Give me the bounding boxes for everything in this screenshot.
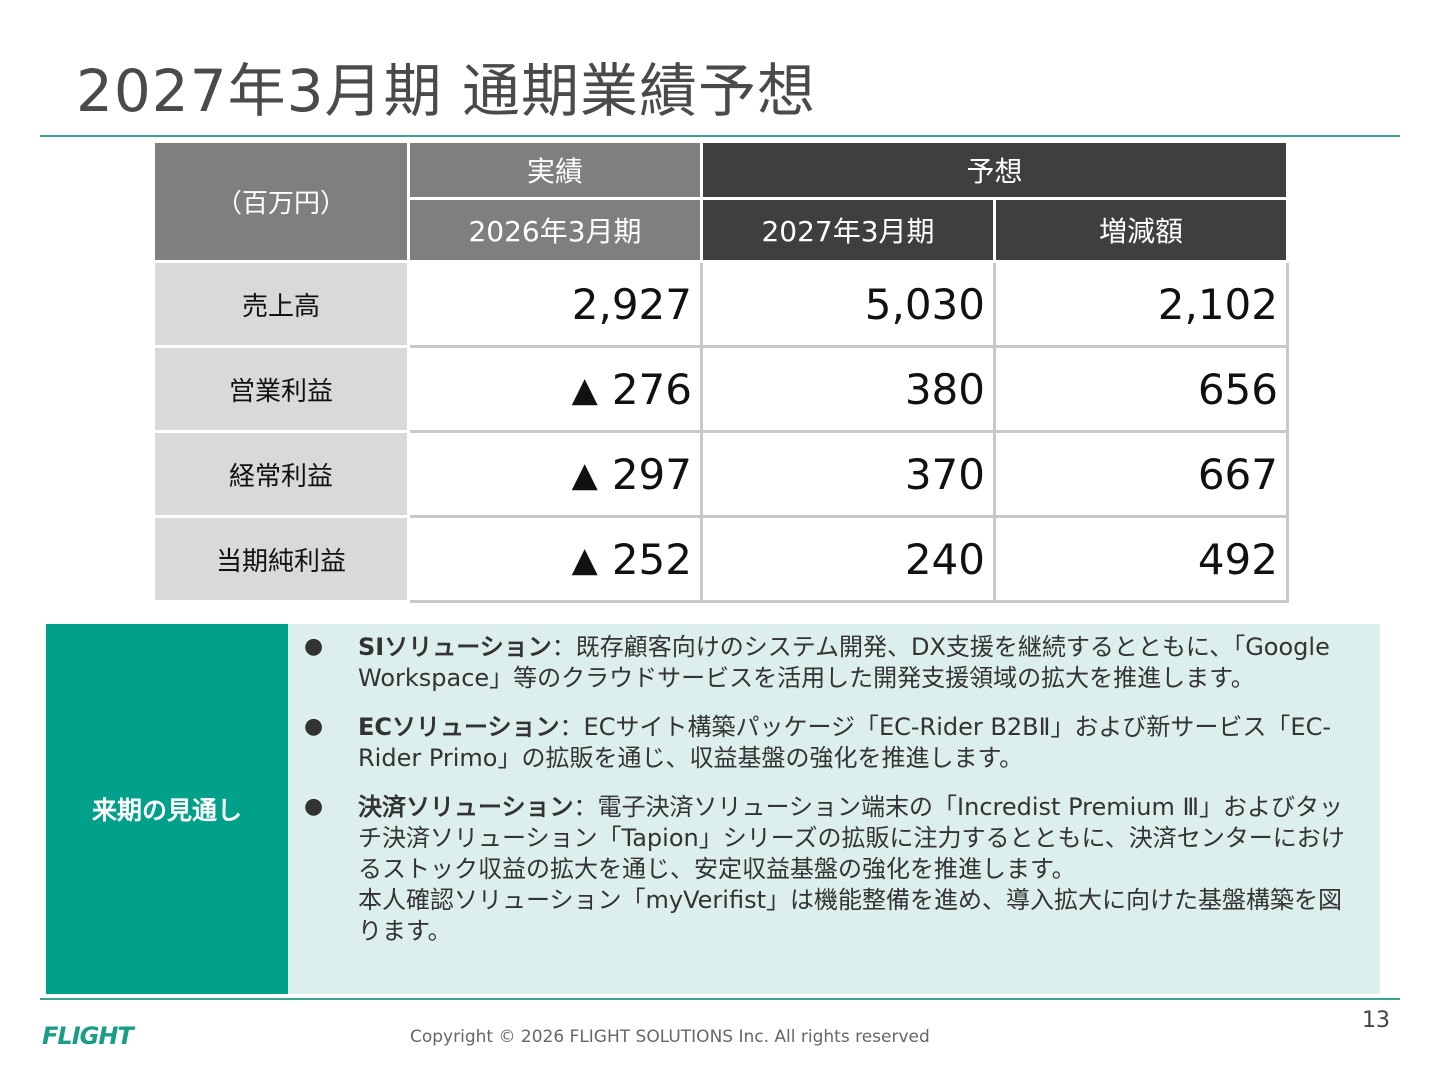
outlook-item-sep: ： xyxy=(559,713,584,741)
outlook-item-body-2: 本人確認ソリューション「myVerifist」は機能整備を進め、導入拡大に向けた… xyxy=(358,886,1342,945)
actual-number: 252 xyxy=(611,534,692,584)
row-label: 経常利益 xyxy=(152,430,410,518)
change-value: 667 xyxy=(993,430,1289,518)
outlook-body: ● SIソリューション：既存顧客向けのシステム開発、DX支援を継続するとともに、… xyxy=(288,624,1380,994)
bullet-icon: ● xyxy=(304,714,324,739)
actual-value: ▲ 252 xyxy=(407,515,703,603)
header-change: 増減額 xyxy=(993,197,1289,263)
row-label: 営業利益 xyxy=(152,345,410,433)
forecast-value: 5,030 xyxy=(700,260,996,348)
outlook-label: 来期の見通し xyxy=(46,624,288,994)
bullet-icon: ● xyxy=(304,634,324,659)
table-row: 売上高 2,927 5,030 2,102 xyxy=(152,260,1289,348)
outlook-item-body: 既存顧客向けのシステム開発、DX支援を継続するとともに、「Google Work… xyxy=(358,633,1330,692)
outlook-item-sep: ： xyxy=(573,793,598,821)
negative-mark: ▲ xyxy=(571,539,598,580)
forecast-table: （百万円） 実績 予想 2026年3月期 2027年3月期 増減額 売上高 2,… xyxy=(152,140,1289,603)
page-title: 2027年3月期 通期業績予想 xyxy=(76,57,816,125)
outlook-item-si: ● SIソリューション：既存顧客向けのシステム開発、DX支援を継続するとともに、… xyxy=(304,632,1360,694)
change-value: 2,102 xyxy=(993,260,1289,348)
outlook-item-heading: ECソリューション xyxy=(358,713,560,741)
forecast-value: 240 xyxy=(700,515,996,603)
outlook-item-body: 電子決済ソリューション端末の「Incredist Premium Ⅲ」およびタッ… xyxy=(358,793,1345,883)
footer-divider xyxy=(40,998,1400,1000)
forecast-value: 380 xyxy=(700,345,996,433)
company-logo: FLIGHT xyxy=(42,1022,134,1050)
page-number: 13 xyxy=(1362,1008,1390,1033)
outlook-panel: 来期の見通し ● SIソリューション：既存顧客向けのシステム開発、DX支援を継続… xyxy=(46,624,1380,994)
actual-value: ▲ 297 xyxy=(407,430,703,518)
forecast-value: 370 xyxy=(700,430,996,518)
actual-value: ▲ 276 xyxy=(407,345,703,433)
bullet-icon: ● xyxy=(304,794,324,819)
header-fy2026: 2026年3月期 xyxy=(407,197,703,263)
outlook-item-heading: 決済ソリューション xyxy=(358,793,574,821)
outlook-item-payment: ● 決済ソリューション：電子決済ソリューション端末の「Incredist Pre… xyxy=(304,792,1360,947)
actual-number: 2,927 xyxy=(571,279,692,329)
outlook-item-text: SIソリューション：既存顧客向けのシステム開発、DX支援を継続するとともに、「G… xyxy=(358,632,1360,694)
actual-number: 276 xyxy=(611,364,692,414)
negative-mark: ▲ xyxy=(571,369,598,410)
row-label: 当期純利益 xyxy=(152,515,410,603)
header-actual-group: 実績 xyxy=(407,140,703,200)
table-row: 経常利益 ▲ 297 370 667 xyxy=(152,430,1289,518)
change-value: 492 xyxy=(993,515,1289,603)
header-fy2027: 2027年3月期 xyxy=(700,197,996,263)
outlook-item-text: ECソリューション：ECサイト構築パッケージ「EC-Rider B2BⅡ」および… xyxy=(358,712,1360,774)
outlook-item-ec: ● ECソリューション：ECサイト構築パッケージ「EC-Rider B2BⅡ」お… xyxy=(304,712,1360,774)
copyright-text: Copyright © 2026 FLIGHT SOLUTIONS Inc. A… xyxy=(410,1027,930,1047)
change-value: 656 xyxy=(993,345,1289,433)
actual-number: 297 xyxy=(611,449,692,499)
negative-mark: ▲ xyxy=(571,454,598,495)
table-row: 営業利益 ▲ 276 380 656 xyxy=(152,345,1289,433)
table-row: 当期純利益 ▲ 252 240 492 xyxy=(152,515,1289,603)
header-forecast-group: 予想 xyxy=(700,140,1289,200)
row-label: 売上高 xyxy=(152,260,410,348)
outlook-item-heading: SIソリューション xyxy=(358,633,552,661)
outlook-item-text: 決済ソリューション：電子決済ソリューション端末の「Incredist Premi… xyxy=(358,792,1360,947)
outlook-item-body: ECサイト構築パッケージ「EC-Rider B2BⅡ」および新サービス「EC-R… xyxy=(358,713,1331,772)
outlook-item-sep: ： xyxy=(551,633,576,661)
title-divider xyxy=(40,135,1400,137)
unit-header: （百万円） xyxy=(152,140,410,263)
actual-value: 2,927 xyxy=(407,260,703,348)
